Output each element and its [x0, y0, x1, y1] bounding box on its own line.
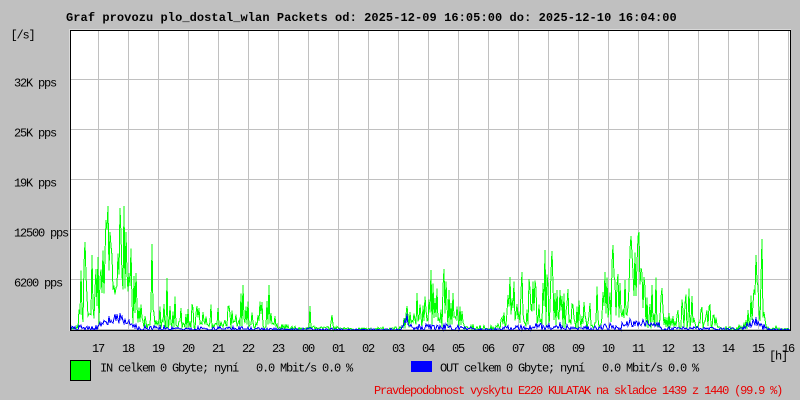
svg-text:12500 pps: 12500 pps	[14, 227, 69, 241]
svg-text:15: 15	[752, 342, 765, 356]
svg-text:04: 04	[422, 342, 435, 356]
svg-text:10: 10	[602, 342, 615, 356]
svg-text:20: 20	[182, 342, 195, 356]
svg-text:02: 02	[362, 342, 375, 356]
svg-text:Graf provozu plo_dostal_wlan P: Graf provozu plo_dostal_wlan Packets od:…	[66, 11, 677, 25]
svg-text:09: 09	[572, 342, 585, 356]
svg-text:OUT celkem 0 Gbyte; nyní 0.0: OUT celkem 0 Gbyte; nyní 0.0 Mbit/s 0.0 …	[440, 362, 700, 376]
svg-text:IN celkem 0 Gbyte; nyní 0.0: IN celkem 0 Gbyte; nyní 0.0 Mbit/s 0.0 %	[100, 362, 354, 376]
svg-text:21: 21	[212, 342, 225, 356]
svg-text:01: 01	[332, 342, 345, 356]
svg-text:00: 00	[302, 342, 315, 356]
svg-text:13: 13	[692, 342, 705, 356]
svg-text:17: 17	[92, 342, 105, 356]
svg-text:32K pps: 32K pps	[14, 77, 57, 91]
svg-text:23: 23	[272, 342, 285, 356]
svg-text:05: 05	[452, 342, 465, 356]
svg-text:07: 07	[512, 342, 525, 356]
svg-text:03: 03	[392, 342, 405, 356]
svg-text:6200 pps: 6200 pps	[14, 277, 63, 291]
svg-text:19: 19	[152, 342, 165, 356]
svg-text:[h]: [h]	[769, 350, 787, 364]
svg-text:08: 08	[542, 342, 555, 356]
svg-text:25K pps: 25K pps	[14, 127, 57, 141]
svg-text:[/s]: [/s]	[11, 29, 35, 43]
svg-text:14: 14	[722, 342, 735, 356]
svg-text:19K pps: 19K pps	[14, 177, 57, 191]
svg-text:12: 12	[662, 342, 675, 356]
svg-text:11: 11	[632, 342, 645, 356]
svg-text:Pravdepodobnost vyskytu E220 K: Pravdepodobnost vyskytu E220 KULATAK na …	[374, 384, 782, 398]
svg-text:18: 18	[122, 342, 135, 356]
svg-text:16: 16	[782, 342, 795, 356]
svg-text:06: 06	[482, 342, 495, 356]
svg-text:22: 22	[242, 342, 255, 356]
